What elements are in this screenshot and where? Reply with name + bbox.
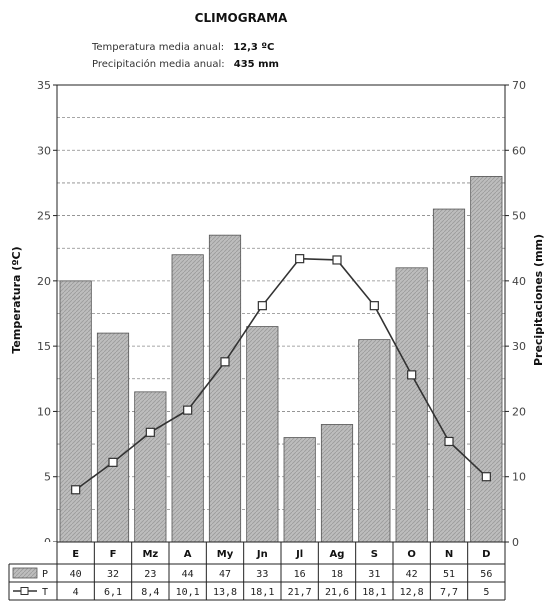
chart-title: CLIMOGRAMA — [195, 11, 288, 25]
temp-value-O: 12,8 — [400, 587, 424, 598]
bar-Ag — [320, 424, 354, 543]
bar-O — [395, 267, 428, 543]
temp-value-S: 18,1 — [362, 587, 386, 598]
category-label-O: O — [407, 549, 416, 560]
category-label-S: S — [371, 549, 378, 560]
subtitle-temperature-value: 12,3 ºC — [233, 42, 274, 53]
right-tick-label-60: 60 — [512, 144, 526, 157]
precip-value-F: 32 — [107, 569, 119, 580]
legend-p-label: P — [42, 569, 48, 580]
left-axis-ticks: 05101520253035 — [37, 79, 57, 549]
temperature-line — [75, 257, 487, 491]
category-label-My: My — [217, 549, 234, 560]
temp-point-Mz — [145, 427, 155, 437]
bar-Jl — [283, 437, 316, 543]
left-tick-label-20: 20 — [37, 275, 51, 288]
temp-value-Ag: 21,6 — [325, 587, 349, 598]
bar-My — [208, 234, 242, 543]
y-left-label: Temperatura (ºC) — [10, 246, 23, 353]
legend-t-marker — [20, 587, 29, 595]
temp-value-N: 7,7 — [440, 587, 458, 598]
precip-value-D: 56 — [480, 569, 492, 580]
bar-F — [96, 332, 130, 543]
left-tick-label-10: 10 — [37, 405, 51, 418]
temp-value-Mz: 8,4 — [141, 587, 159, 598]
temp-value-My: 13,8 — [213, 587, 237, 598]
temp-point-N — [444, 436, 454, 447]
right-tick-label-50: 50 — [512, 210, 526, 223]
temp-value-A: 10,1 — [176, 587, 200, 598]
table-corner — [9, 542, 57, 564]
bar-A — [171, 254, 204, 543]
temp-point-A — [183, 405, 193, 415]
right-tick-label-10: 10 — [512, 471, 526, 484]
legend-p-swatch — [12, 567, 38, 579]
left-tick-label-25: 25 — [37, 210, 51, 223]
temp-point-O — [407, 370, 417, 380]
category-label-E: E — [72, 549, 79, 560]
right-tick-label-70: 70 — [512, 79, 526, 92]
temp-value-Jl: 21,7 — [288, 587, 312, 598]
precip-value-My: 47 — [219, 569, 231, 580]
precip-value-E: 40 — [70, 569, 82, 580]
precipitation-bars — [59, 175, 503, 543]
bar-D — [470, 175, 503, 543]
data-table: PT E F Mz A My Jn Jl Ag S O N D 40 32 23 44 47 33 16 18 31 42 5… — [8, 541, 506, 601]
temp-value-E: 4 — [73, 587, 79, 598]
precip-value-Jl: 16 — [294, 569, 306, 580]
temp-point-F — [108, 457, 118, 467]
y-right-label: Precipitaciones (mm) — [532, 234, 545, 366]
precip-value-A: 44 — [182, 569, 194, 580]
legend-t-label: T — [42, 587, 48, 598]
temp-point-Ag — [332, 255, 342, 265]
bar-N — [432, 208, 466, 543]
bar-S — [358, 339, 391, 543]
subtitle-precipitation: Precipitación media anual: 435 mm — [92, 52, 279, 71]
precip-value-N: 51 — [443, 569, 455, 580]
temp-point-My — [220, 357, 230, 367]
bar-E — [59, 280, 92, 543]
temp-point-E — [71, 485, 81, 495]
category-label-N: N — [445, 549, 453, 560]
temp-point-Jl — [295, 254, 305, 264]
right-tick-label-40: 40 — [512, 275, 526, 288]
subtitle-temperature-label: Temperatura media anual: — [91, 42, 224, 53]
temp-value-F: 6,1 — [104, 587, 122, 598]
bar-Jn — [246, 326, 279, 543]
subtitle-precipitation-value: 435 mm — [234, 59, 279, 70]
category-label-D: D — [482, 549, 490, 560]
left-tick-label-30: 30 — [37, 144, 51, 157]
right-tick-label-30: 30 — [512, 340, 526, 353]
right-tick-label-0: 0 — [512, 536, 519, 549]
temp-point-D — [481, 472, 491, 482]
category-label-Jl: Jl — [295, 549, 303, 560]
left-tick-label-5: 5 — [44, 471, 51, 484]
category-label-Jn: Jn — [256, 549, 268, 560]
temp-value-D: 5 — [483, 587, 489, 598]
category-label-F: F — [110, 549, 117, 560]
subtitle-precipitation-label: Precipitación media anual: — [92, 58, 225, 70]
right-axis-ticks: 0 10 20 30 40 50 60 70 — [505, 79, 526, 549]
temperature-line-group — [71, 254, 491, 495]
left-tick-label-15: 15 — [37, 340, 51, 353]
subtitle-temperature: Temperatura media anual: 12,3 ºC — [91, 35, 274, 54]
precip-value-S: 31 — [368, 569, 380, 580]
category-label-Mz: Mz — [142, 549, 158, 560]
temp-point-S — [369, 301, 379, 311]
precip-value-O: 42 — [406, 569, 418, 580]
precip-value-Jn: 33 — [256, 569, 268, 580]
right-tick-label-20: 20 — [512, 405, 526, 418]
precip-value-Ag: 18 — [331, 569, 343, 580]
precip-value-Mz: 23 — [144, 569, 156, 580]
left-tick-label-35: 35 — [37, 79, 51, 92]
category-label-A: A — [184, 549, 192, 560]
category-label-Ag: Ag — [330, 549, 345, 560]
bar-Mz — [134, 391, 167, 543]
temp-point-Jn — [257, 301, 267, 311]
temp-value-Jn: 18,1 — [250, 587, 274, 598]
